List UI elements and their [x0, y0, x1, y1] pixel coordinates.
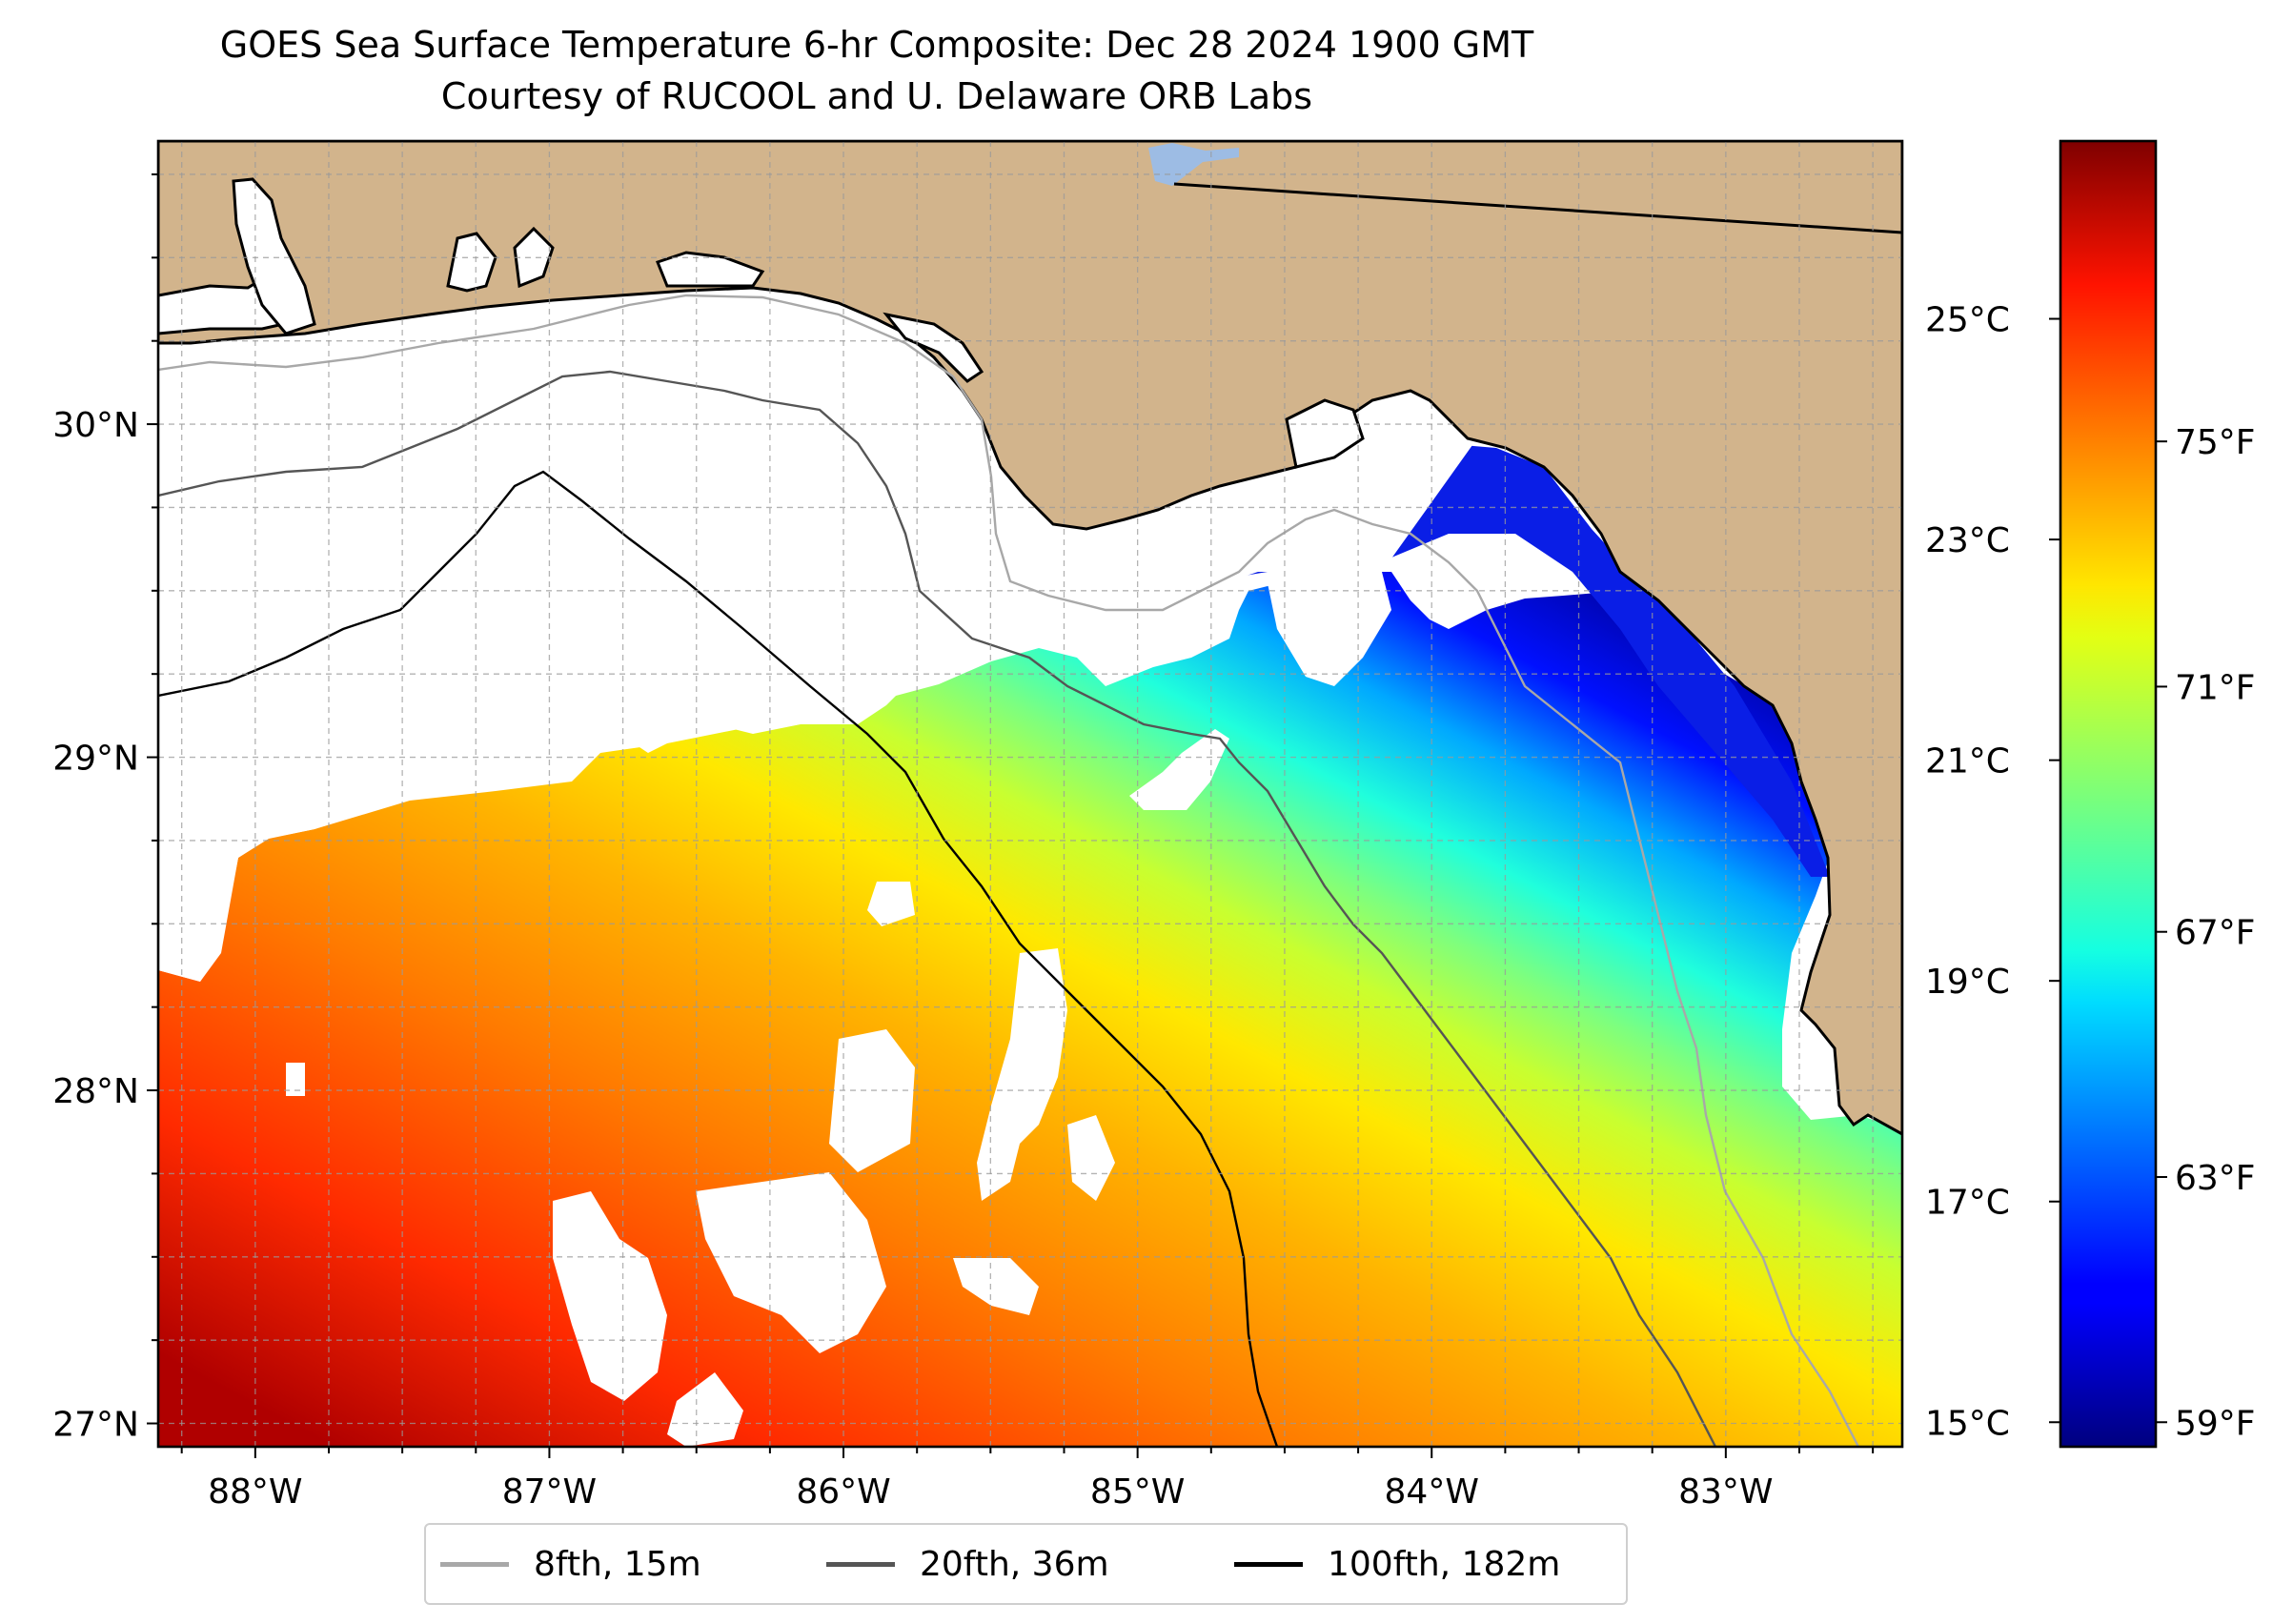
legend-label-8fth: 8fth, 15m: [534, 1544, 701, 1584]
map-frame: [156, 139, 1904, 1449]
lon-tick-label: 85°W: [1090, 1472, 1185, 1512]
legend-item-8fth: 8fth, 15m: [440, 1525, 701, 1603]
lat-tick-label: 30°N: [52, 406, 139, 445]
lon-tick-label: 84°W: [1385, 1472, 1479, 1512]
colorbar-fahrenheit-label: 63°F: [2175, 1159, 2256, 1198]
lon-tick-label: 83°W: [1678, 1472, 1773, 1512]
legend-line-20fth: [826, 1561, 895, 1567]
bays: [158, 177, 1365, 469]
colorbar-axes: 25°C 23°C 21°C 19°C 17°C 15°C 75°F 71°F 67°F 63°F…: [1925, 301, 2256, 1444]
legend-label-20fth: 20fth, 36m: [920, 1544, 1109, 1584]
legend-label-100fth: 100fth, 182m: [1328, 1544, 1561, 1584]
lat-tick-label: 29°N: [52, 740, 139, 779]
colorbar-celsius-label: 19°C: [1925, 963, 2010, 1002]
colorbar-celsius-label: 23°C: [1925, 521, 2010, 560]
colorbar-fahrenheit-label: 59°F: [2175, 1404, 2256, 1443]
lon-tick-label: 86°W: [796, 1472, 890, 1512]
figure-title: GOES Sea Surface Temperature 6-hr Compos…: [219, 24, 1534, 66]
state-boundary: [1173, 182, 1902, 234]
lon-tick-label: 87°W: [502, 1472, 597, 1512]
legend-item-20fth: 20fth, 36m: [826, 1525, 1109, 1603]
map-axes: 88°W 87°W 86°W 85°W 84°W 83°W 30°N 29°N 28°N 27°N: [52, 173, 1875, 1512]
isobath-100fth: [158, 470, 1279, 1447]
colorbar-gradient: [2060, 141, 2156, 1447]
legend: 8fth, 15m 20fth, 36m 100fth, 182m: [424, 1523, 1628, 1605]
lon-tick-label: 88°W: [208, 1472, 302, 1512]
colorbar-fahrenheit-label: 71°F: [2175, 668, 2256, 707]
colorbar-fahrenheit-label: 67°F: [2175, 914, 2256, 953]
colorbar-celsius-label: 17°C: [1925, 1184, 2010, 1223]
lat-tick-label: 27°N: [52, 1406, 139, 1445]
legend-line-8fth: [440, 1561, 509, 1567]
colorbar-celsius-label: 21°C: [1925, 742, 2010, 782]
legend-line-100fth: [1234, 1561, 1303, 1567]
colorbar-celsius-label: 15°C: [1925, 1404, 2010, 1443]
colorbar-fahrenheit-label: 75°F: [2175, 423, 2256, 462]
lat-tick-label: 28°N: [52, 1072, 139, 1111]
figure-subtitle: Courtesy of RUCOOL and U. Delaware ORB L…: [440, 75, 1313, 117]
lake: [1148, 143, 1239, 186]
colorbar-celsius-label: 25°C: [1925, 301, 2010, 340]
legend-item-100fth: 100fth, 182m: [1234, 1525, 1560, 1603]
gridlines: [158, 141, 1902, 1447]
colorbar-frame: [2059, 139, 2158, 1449]
isobath-8fth: [158, 294, 1860, 1447]
